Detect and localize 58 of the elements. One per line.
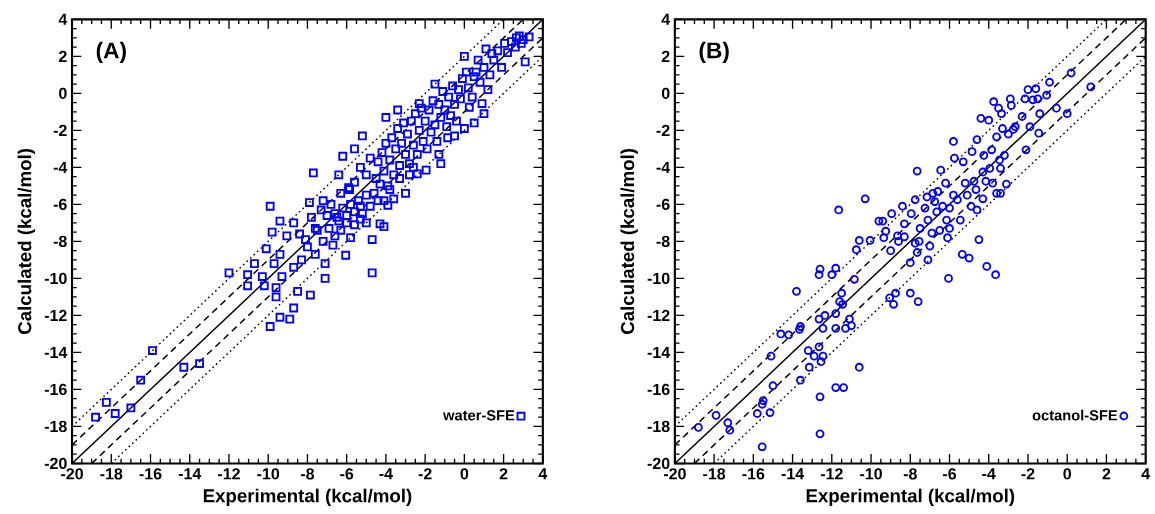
y-tick-label: 2 [58, 50, 67, 62]
y-tick-label: -2 [53, 124, 67, 136]
x-axis-title: Experimental (kcal/mol) [806, 488, 1015, 506]
x-tick-label: 2 [499, 468, 508, 480]
x-tick-label: -16 [742, 468, 765, 480]
y-tick-label: -2 [656, 124, 670, 136]
y-tick-label: -4 [656, 161, 671, 173]
y-tick-label: -10 [44, 272, 67, 284]
y-axis-title: Calculated (kcal/mol) [620, 148, 638, 334]
y-axis-title: Calculated (kcal/mol) [17, 148, 36, 334]
x-tick-label: -10 [257, 468, 280, 480]
x-tick-label: -16 [139, 468, 162, 480]
y-tick-label: -10 [647, 272, 670, 284]
y-tick-label: 0 [661, 87, 670, 99]
x-tick-label: -8 [300, 468, 315, 480]
text: (B) [699, 41, 729, 63]
x-tick-label: -4 [982, 468, 996, 480]
y-tick-label: 2 [661, 50, 670, 62]
y-tick-label: 4 [661, 13, 671, 25]
y-tick-label: -14 [44, 346, 68, 358]
x-tick-label: -10 [860, 468, 882, 480]
y-tick-label: -12 [44, 309, 67, 321]
x-tick-label: -6 [340, 468, 354, 480]
y-tick-label: -20 [44, 457, 67, 470]
y-tick-label: -16 [44, 383, 67, 396]
x-tick-label: -14 [781, 468, 805, 480]
y-tick-label: -8 [53, 235, 67, 247]
x-tick-label: 0 [460, 468, 469, 480]
y-tick-label: -4 [53, 161, 68, 173]
x-tick-label: -2 [418, 468, 432, 480]
x-axis-title: Experimental (kcal/mol) [203, 488, 412, 506]
x-tick-label: -6 [943, 468, 957, 480]
y-tick-label: -18 [44, 420, 67, 433]
x-tick-label: -12 [820, 468, 843, 480]
y-tick-label: -6 [656, 198, 670, 210]
x-tick-label: -4 [379, 468, 393, 480]
x-tick-label: 4 [538, 468, 548, 480]
y-tick-label: -12 [647, 309, 670, 321]
x-tick-label: -14 [178, 468, 202, 480]
x-tick-label: 0 [1063, 468, 1071, 480]
y-tick-label: -18 [647, 420, 670, 433]
x-tick-label: 4 [1141, 468, 1151, 480]
x-tick-label: -2 [1021, 468, 1035, 480]
y-tick-label: -8 [656, 235, 670, 247]
y-tick-label: -20 [647, 457, 670, 470]
x-tick-label: 2 [1102, 468, 1111, 480]
y-tick-label: -16 [647, 383, 670, 396]
y-tick-label: 4 [58, 13, 68, 25]
x-tick-label: -18 [100, 468, 123, 480]
x-tick-label: -18 [703, 468, 726, 480]
y-tick-label: -6 [53, 198, 67, 210]
x-tick-label: -12 [218, 468, 240, 480]
text: (A) [96, 41, 126, 63]
y-tick-label: 0 [59, 87, 67, 99]
legend-label: water-SFE [443, 410, 515, 421]
legend-label: octanol-SFE [1032, 409, 1118, 421]
y-tick-label: -14 [647, 346, 671, 358]
x-tick-label: -8 [903, 468, 917, 480]
